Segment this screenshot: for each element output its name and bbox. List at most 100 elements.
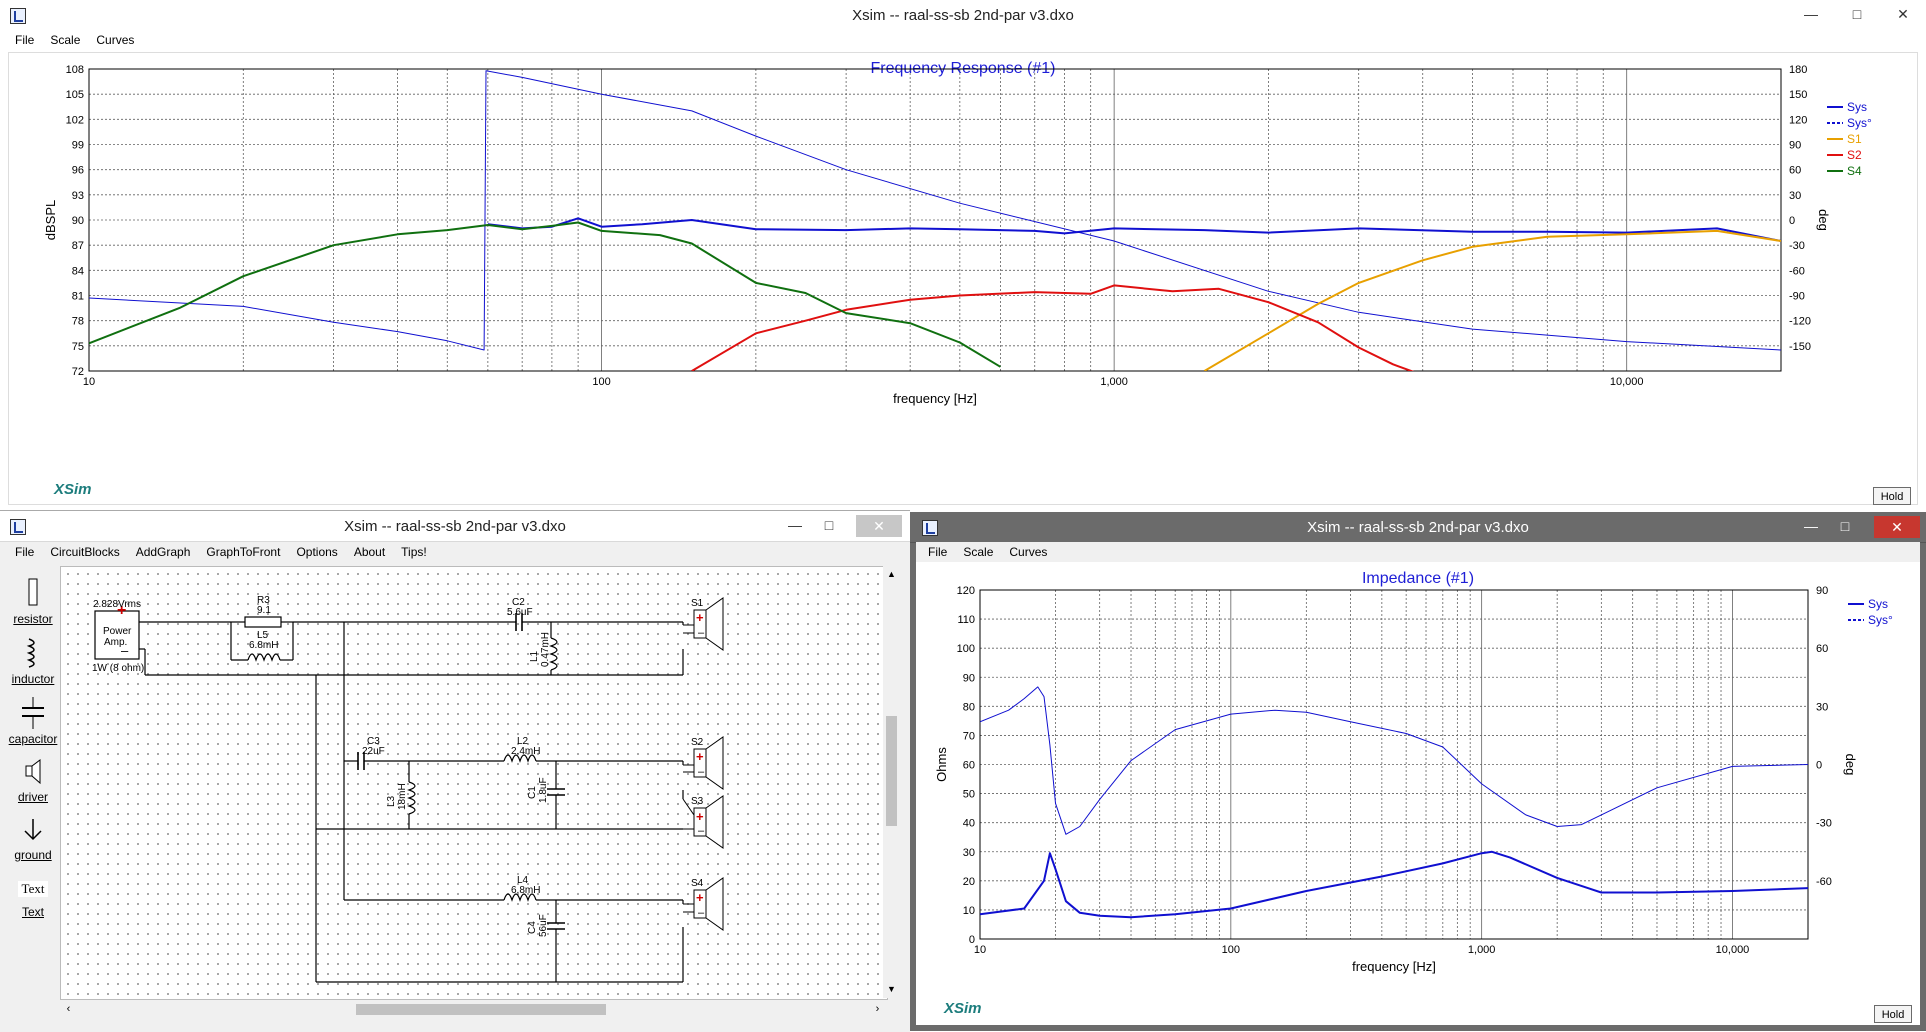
freq-y2tick-label: 180 [1789,64,1807,76]
menu-file[interactable]: File [15,33,35,47]
comp-c2-id: C2 [512,597,525,608]
scroll-right-icon[interactable]: › [875,1003,880,1015]
imp-ytick-label: 100 [957,643,975,655]
schematic-canvas[interactable]: + – Power Amp. 2.828Vrms 1W (8 ohm) R3 9… [60,566,888,1000]
inductor-icon [26,638,35,668]
schematic-titlebar[interactable]: Xsim -- raal-ss-sb 2nd-par v3.dxo — □ ✕ [0,511,910,542]
hold-button[interactable]: Hold [1874,1005,1912,1023]
menu-addgraph[interactable]: AddGraph [135,545,191,559]
freq-y2tick-label: 0 [1789,215,1795,227]
menu-tips[interactable]: Tips! [401,545,427,559]
freq-series-sys-phase-legend-label: Sys° [1847,116,1872,130]
freq-ytick-label: 96 [72,165,84,177]
comp-l1-value: 0.47mH [540,632,551,667]
maximize-icon[interactable]: □ [1852,6,1862,22]
palette-ground-label: ground [14,848,52,862]
palette-driver[interactable]: driver [0,757,66,804]
driver-s1[interactable]: + – S1 [683,597,724,651]
source-voltage: 2.828Vrms [93,599,141,610]
freq-y2tick-label: 90 [1789,140,1801,152]
driver-minus-icon: – [698,627,705,639]
freq-y2tick-label: -60 [1789,265,1805,277]
freq-ytick-label: 102 [66,114,84,126]
xsim-app-icon[interactable] [922,520,938,536]
freq-y2tick-label: 60 [1789,165,1801,177]
freq-y2tick-label: 30 [1789,190,1801,202]
driver-s3[interactable]: + – S3 [682,795,724,849]
comp-r3-id: R3 [257,595,270,606]
imp-y2tick-label: 30 [1816,701,1828,713]
freq-window-titlebar[interactable]: Xsim -- raal-ss-sb 2nd-par v3.dxo — □ ✕ [0,0,1926,31]
freq-response-window: Xsim -- raal-ss-sb 2nd-par v3.dxo — □ ✕ … [0,0,1926,508]
freq-y2tick-label: -150 [1789,341,1811,353]
impedance-titlebar[interactable]: Xsim -- raal-ss-sb 2nd-par v3.dxo — □ ✕ [910,512,1926,543]
driver-minus-icon: – [698,766,705,778]
xsim-app-icon[interactable] [10,519,26,535]
freq-plot-frame [88,68,1782,372]
freq-ytick-label: 84 [72,265,84,277]
schematic-window: Xsim -- raal-ss-sb 2nd-par v3.dxo — □ ✕ … [0,510,910,1032]
freq-y2tick-label: -30 [1789,240,1805,252]
palette-text-label: Text [21,905,44,919]
comp-l5-value: 6.8mH [249,640,278,651]
scroll-left-icon[interactable]: ‹ [66,1003,71,1015]
freq-series-sys-phase-line [89,70,1781,351]
minimize-icon[interactable]: — [1804,6,1818,22]
freq-ylabel: dBSPL [43,200,58,240]
resistor-icon [28,578,38,606]
schematic-horizontal-scrollbar[interactable]: ‹ › [60,1001,886,1018]
scroll-down-icon[interactable]: ▼ [887,984,896,994]
palette-capacitor-label: capacitor [8,732,58,746]
freq-y2tick-label: 120 [1789,114,1807,126]
comp-l4-value: 6.8mH [511,885,540,896]
comp-l2-id: L2 [517,736,529,747]
freq-y2tick-label: -90 [1789,291,1805,303]
imp-series-sys-phase-legend-label: Sys° [1868,613,1893,627]
palette-resistor[interactable]: resistor [0,577,66,626]
menu-graphtofront[interactable]: GraphToFront [206,545,281,559]
xsim-app-icon[interactable] [10,8,26,24]
driver-minus-icon: – [698,907,705,919]
maximize-icon[interactable]: □ [1840,518,1850,534]
impedance-chart-title: Impedance (#1) [1361,570,1475,587]
comp-c3-id: C3 [367,736,380,747]
driver-s2[interactable]: + – S2 [683,736,724,790]
scroll-up-icon[interactable]: ▲ [887,569,896,579]
freq-series-sys-legend-label: Sys [1847,100,1867,114]
component-palette: resistor inductor capacitor driver groun… [0,563,66,1032]
driver-plus-icon: + [696,610,704,625]
menu-curves[interactable]: Curves [1009,545,1048,559]
close-icon[interactable]: ✕ [856,515,902,537]
maximize-icon[interactable]: □ [824,517,834,533]
menu-scale[interactable]: Scale [963,545,994,559]
freq-ytick-label: 87 [72,240,84,252]
schematic-vertical-scrollbar[interactable]: ▲ ▼ [883,566,900,998]
palette-ground[interactable]: ground [0,817,66,862]
freq-ytick-label: 93 [72,190,84,202]
freq-series-s1-line [1203,229,1781,371]
hold-button[interactable]: Hold [1873,487,1911,505]
menu-options[interactable]: Options [296,545,338,559]
minimize-icon[interactable]: — [1804,518,1818,534]
minimize-icon[interactable]: — [788,517,802,533]
menu-about[interactable]: About [353,545,386,559]
palette-capacitor[interactable]: capacitor [0,697,66,746]
imp-ytick-label: 120 [957,585,975,597]
imp-ytick-label: 20 [963,876,975,888]
horizontal-scroll-thumb[interactable] [356,1004,606,1015]
palette-resistor-label: resistor [13,612,53,626]
menu-file[interactable]: File [928,545,948,559]
close-icon[interactable]: ✕ [1897,6,1909,22]
freq-y2tick-label: -120 [1789,316,1811,328]
menu-curves[interactable]: Curves [96,33,135,47]
vertical-scroll-thumb[interactable] [886,716,897,826]
imp-ytick-label: 80 [963,701,975,713]
menu-file[interactable]: File [15,545,35,559]
driver-s4[interactable]: + – S4 [683,877,724,931]
palette-text[interactable]: Text Text [0,881,66,919]
close-icon[interactable]: ✕ [1874,516,1920,538]
menu-circuitblocks[interactable]: CircuitBlocks [50,545,120,559]
menu-scale[interactable]: Scale [50,33,81,47]
freq-series-s1-legend-label: S1 [1847,132,1862,146]
palette-inductor[interactable]: inductor [0,637,66,686]
